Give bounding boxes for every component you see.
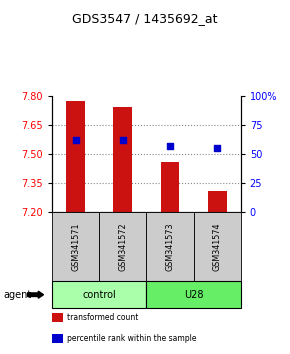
Text: percentile rank within the sample: percentile rank within the sample [67,334,197,343]
Bar [113,107,132,212]
Text: GSM341573: GSM341573 [166,223,175,271]
Point [73,137,78,143]
Point [121,137,125,143]
Point [168,143,172,149]
Text: control: control [82,290,116,300]
Text: GSM341574: GSM341574 [213,223,222,271]
Text: transformed count: transformed count [67,313,139,322]
Text: agent: agent [3,290,31,300]
Text: U28: U28 [184,290,203,300]
Bar [161,162,180,212]
Point [215,145,220,151]
Text: GDS3547 / 1435692_at: GDS3547 / 1435692_at [72,12,218,25]
Bar [66,101,85,212]
Bar [208,191,226,212]
Text: GSM341572: GSM341572 [118,223,127,271]
Text: GSM341571: GSM341571 [71,223,80,271]
